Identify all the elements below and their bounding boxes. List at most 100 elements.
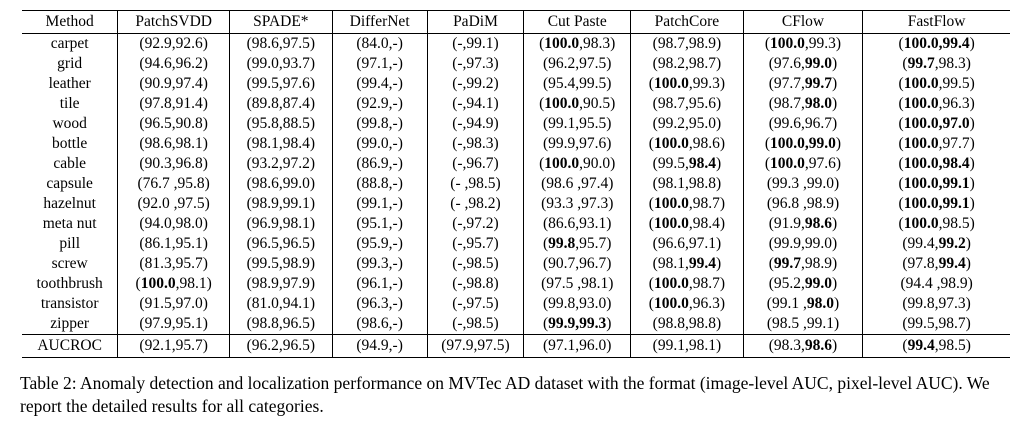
result-cell: (95.9,-) xyxy=(331,234,428,254)
result-cell: (99.3 ,99.0) xyxy=(742,174,863,194)
column-header-cut-paste: Cut Paste xyxy=(523,10,631,34)
row-label: transistor xyxy=(40,295,99,312)
result-cell: (91.9,98.6) xyxy=(742,214,863,234)
result-cell: (98.7,98.0) xyxy=(742,94,863,114)
table-row: hazelnut (92.0 ,97.5) (98.9,99.1) (99.1,-)(… xyxy=(22,194,1010,214)
result-cell: (98.2,98.7) xyxy=(630,54,744,74)
row-label: meta nut xyxy=(42,215,97,232)
table-row: transistor (91.5,97.0) (81.0,94.1) (96.3,-)… xyxy=(22,294,1010,314)
result-cell: (96.2,97.5) xyxy=(523,54,631,74)
result-cell: (100.0,98.4) xyxy=(862,154,1010,174)
result-cell: (98.9,97.9) xyxy=(228,274,333,294)
result-cell: (100.0,98.4) xyxy=(630,214,744,234)
result-cell: (81.0,94.1) xyxy=(228,294,333,314)
result-cell: (92.0 ,97.5) xyxy=(117,194,230,214)
result-cell: (99.3,-) xyxy=(331,254,428,274)
result-cell: (92.9,-) xyxy=(331,94,428,114)
result-cell: (-,97.5) xyxy=(426,294,524,314)
result-cell: (99.8,93.0) xyxy=(523,294,631,314)
result-cell: (97.7,99.7) xyxy=(742,74,863,94)
column-header-spade-: SPADE* xyxy=(228,10,333,34)
result-cell: (99.4,99.2) xyxy=(862,234,1010,254)
result-cell: (100.0,96.3) xyxy=(862,94,1010,114)
result-cell: (99.1,-) xyxy=(331,194,428,214)
result-cell: (-,98.3) xyxy=(426,134,524,154)
table-row: toothbrush (100.0,98.1) (98.9,97.9) (96.1,-… xyxy=(22,274,1010,294)
results-table: Method PatchSVDD SPADE* DifferNet PaDiM Cut P… xyxy=(22,10,1010,358)
result-cell: (99.1 ,98.0) xyxy=(742,294,863,314)
result-cell: (98.1,98.8) xyxy=(630,174,744,194)
column-header-fastflow: FastFlow xyxy=(862,10,1010,34)
result-cell: (97.8,99.4) xyxy=(862,254,1010,274)
result-cell: (99.0,93.7) xyxy=(228,54,333,74)
result-cell: (92.1,95.7) xyxy=(117,334,230,358)
result-cell: (94.9,-) xyxy=(331,334,428,358)
column-header-padim: PaDiM xyxy=(426,10,524,34)
result-cell: (98.8,96.5) xyxy=(228,314,333,335)
result-cell: (100.0,99.1) xyxy=(862,194,1010,214)
result-cell: (93.2,97.2) xyxy=(228,154,333,174)
result-cell: (- ,98.2) xyxy=(426,194,524,214)
result-cell: (81.3,95.7) xyxy=(117,254,230,274)
result-cell: (99.9,97.6) xyxy=(523,134,631,154)
result-cell: (99.4,98.5) xyxy=(862,334,1010,358)
column-header-patchsvdd: PatchSVDD xyxy=(117,10,230,34)
result-cell: (94.6,96.2) xyxy=(117,54,230,74)
result-cell: (100.0,99.1) xyxy=(862,174,1010,194)
result-cell: (94.4 ,98.9) xyxy=(862,274,1010,294)
result-cell: (100.0,97.0) xyxy=(862,114,1010,134)
result-cell: (99.7,98.9) xyxy=(742,254,863,274)
result-cell: (99.5,98.4) xyxy=(630,154,744,174)
result-cell: (99.1,95.5) xyxy=(523,114,631,134)
result-cell: (98.3,98.6) xyxy=(742,334,863,358)
column-header-differnet: DifferNet xyxy=(331,10,428,34)
result-cell: (-,97.2) xyxy=(426,214,524,234)
result-cell: (-,98.5) xyxy=(426,254,524,274)
table-row: tile (97.8,91.4) (89.8,87.4) (92.9,-) (-,94.… xyxy=(22,94,1010,114)
result-cell: (100.0,98.7) xyxy=(630,194,744,214)
result-cell: (96.8 ,98.9) xyxy=(742,194,863,214)
result-cell: (97.9,95.1) xyxy=(117,314,230,335)
result-cell: (96.2,96.5) xyxy=(228,334,333,358)
result-cell: (100.0,90.5) xyxy=(523,94,631,114)
result-cell: (98.7,98.9) xyxy=(630,33,744,54)
result-cell: (98.6,98.1) xyxy=(117,134,230,154)
row-label: toothbrush xyxy=(36,275,103,292)
result-cell: (100.0,99.0) xyxy=(742,134,863,154)
row-label: screw xyxy=(51,255,88,272)
column-header-patchcore: PatchCore xyxy=(630,10,744,34)
result-cell: (84.0,-) xyxy=(331,33,428,54)
table-caption-text: Table 2: Anomaly detection and localizat… xyxy=(20,373,990,417)
table-row: pill (86.1,95.1) (96.5,96.5) (95.9,-) (-,95.… xyxy=(22,234,1010,254)
table-row: screw (81.3,95.7) (99.5,98.9) (99.3,-) (-,98… xyxy=(22,254,1010,274)
result-cell: (92.9,92.6) xyxy=(117,33,230,54)
result-cell: (100.0,99.3) xyxy=(742,33,863,54)
result-cell: (-,97.3) xyxy=(426,54,524,74)
result-cell: (96.6,97.1) xyxy=(630,234,744,254)
table-row: bottle (98.6,98.1) (98.1,98.4) (99.0,-) (-,9… xyxy=(22,134,1010,154)
row-label: wood xyxy=(52,115,87,132)
result-cell: (98.6 ,97.4) xyxy=(523,174,631,194)
result-cell: (-,98.8) xyxy=(426,274,524,294)
table-header-row: Method PatchSVDD SPADE* DifferNet PaDiM Cut P… xyxy=(22,10,1010,34)
result-cell: (-,94.9) xyxy=(426,114,524,134)
result-cell: (95.4,99.5) xyxy=(523,74,631,94)
result-cell: (91.5,97.0) xyxy=(117,294,230,314)
table-row: carpet (92.9,92.6) (98.6,97.5) (84.0,-) (-,9… xyxy=(22,33,1010,54)
result-cell: (98.1,98.4) xyxy=(228,134,333,154)
result-cell: (99.8,97.3) xyxy=(862,294,1010,314)
result-cell: (98.5 ,99.1) xyxy=(742,314,863,335)
result-cell: (97.8,91.4) xyxy=(117,94,230,114)
result-cell: (100.0,99.4) xyxy=(862,33,1010,54)
result-cell: (94.0,98.0) xyxy=(117,214,230,234)
table-row: cable (90.3,96.8) (93.2,97.2) (86.9,-) (-,96… xyxy=(22,154,1010,174)
result-cell: (-,96.7) xyxy=(426,154,524,174)
table-row: leather (90.9,97.4) (99.5,97.6) (99.4,-) (-,… xyxy=(22,74,1010,94)
row-label: leather xyxy=(48,75,91,92)
table-row: capsule (76.7 ,95.8) (98.6,99.0) (88.8,-) (-… xyxy=(22,174,1010,194)
result-cell: (99.5,97.6) xyxy=(228,74,333,94)
row-label: cable xyxy=(53,155,87,172)
row-label: hazelnut xyxy=(43,195,96,212)
result-cell: (-,99.1) xyxy=(426,33,524,54)
result-cell: (-,94.1) xyxy=(426,94,524,114)
